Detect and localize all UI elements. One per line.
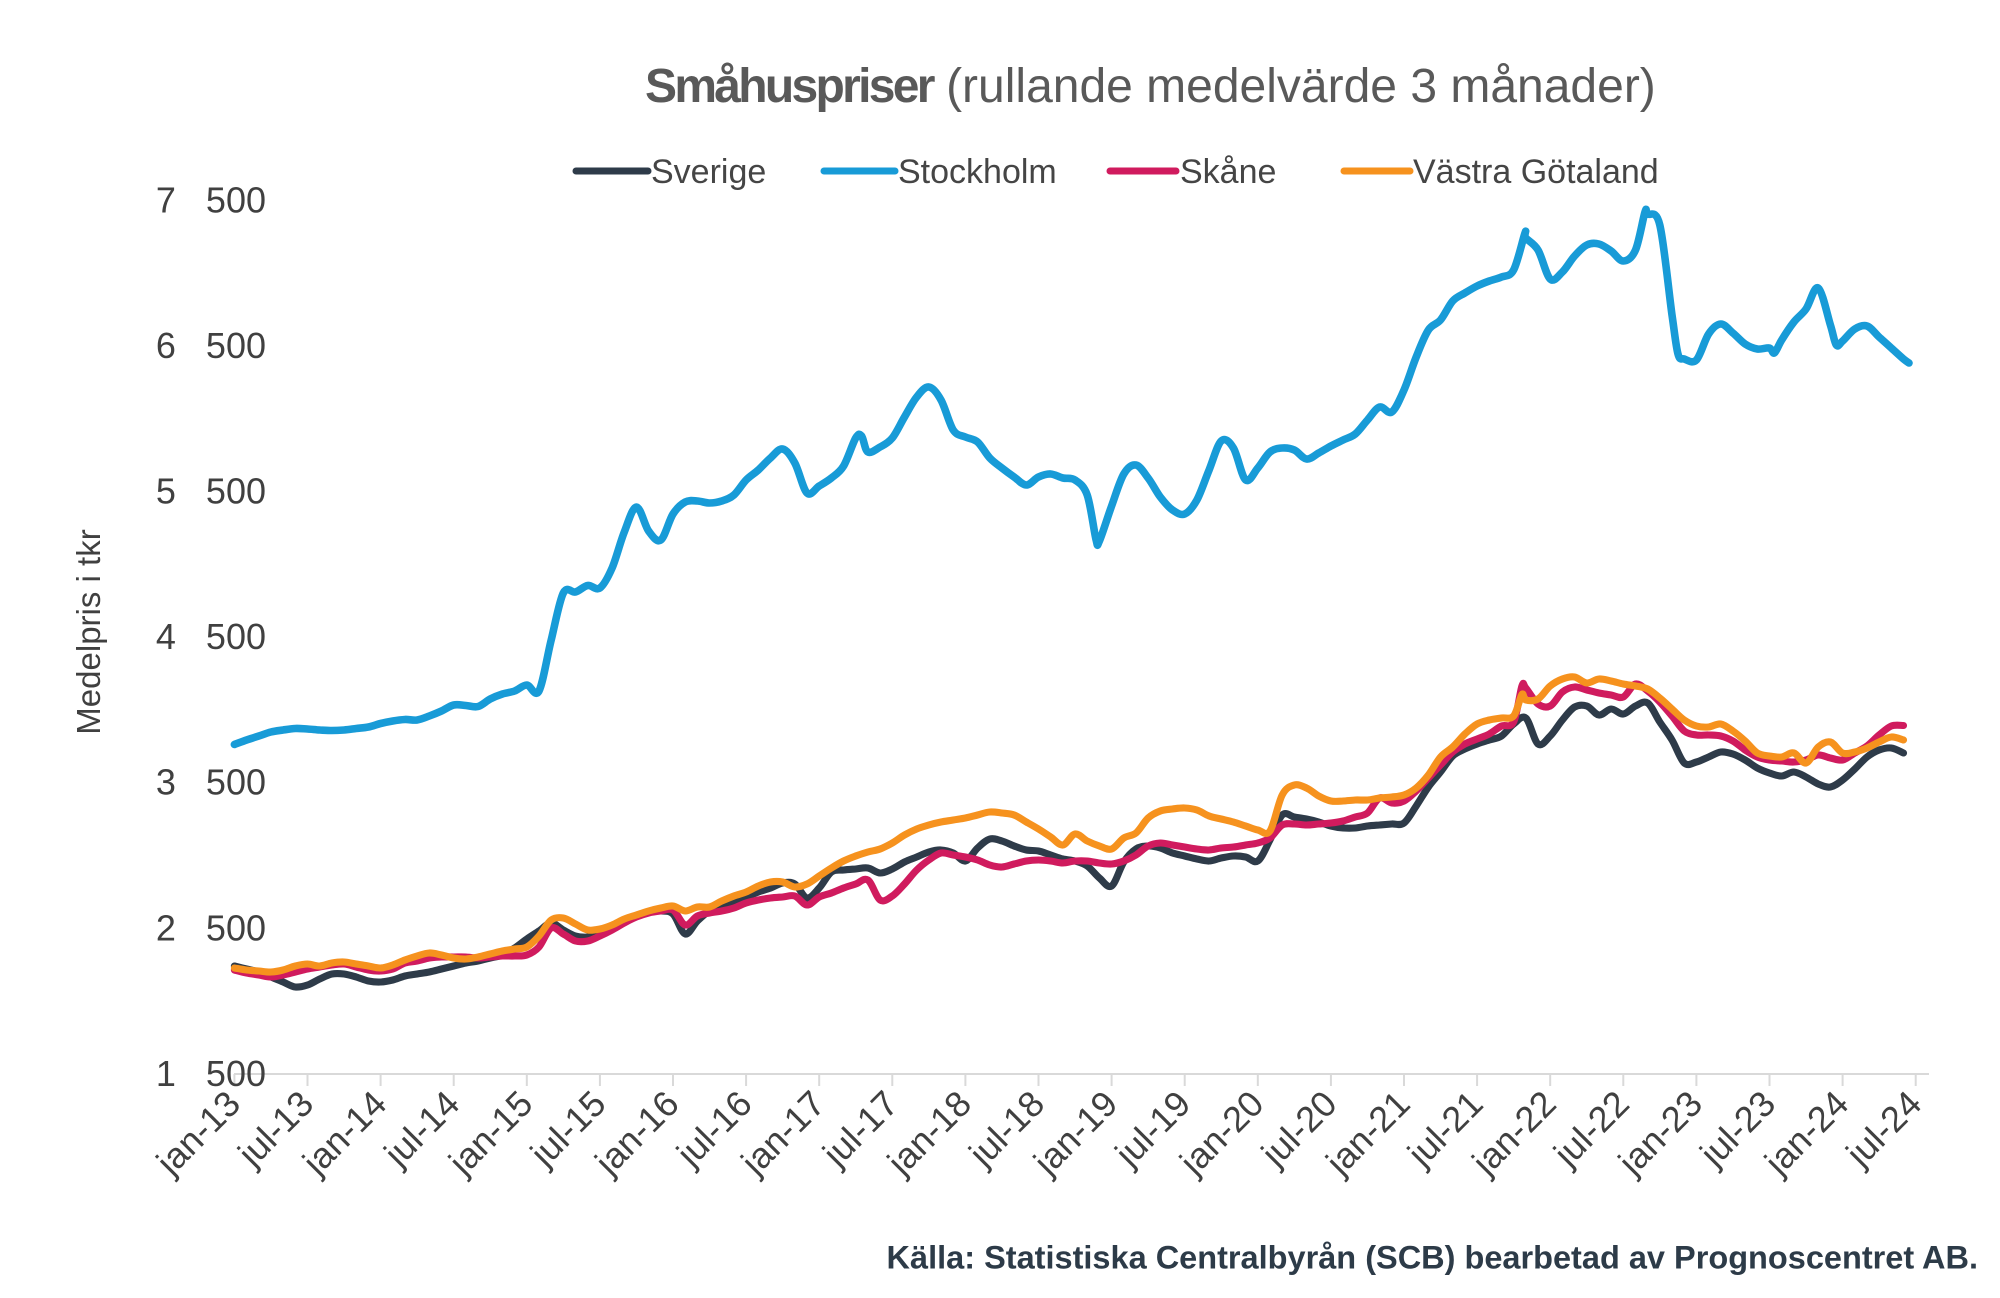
svg-text:7 500: 7 500 [156,179,266,220]
svg-text:Stockholm: Stockholm [898,153,1057,191]
svg-text:5 500: 5 500 [156,471,266,512]
svg-text:1 500: 1 500 [156,1053,266,1094]
svg-text:Medelpris i tkr: Medelpris i tkr [70,529,107,734]
svg-text:Västra Götaland: Västra Götaland [1413,153,1659,191]
svg-text:6 500: 6 500 [156,325,266,366]
svg-text:4 500: 4 500 [156,616,266,657]
svg-text:Källa: Statistiska Centralbyrå: Källa: Statistiska Centralbyrån (SCB) be… [887,1240,1978,1276]
svg-text:2 500: 2 500 [156,907,266,948]
svg-text:Småhuspriser (rullande medelvä: Småhuspriser (rullande medelvärde 3 måna… [645,60,1656,113]
svg-text:Sverige: Sverige [651,153,766,191]
svg-text:Skåne: Skåne [1180,153,1276,191]
svg-text:3 500: 3 500 [156,762,266,803]
